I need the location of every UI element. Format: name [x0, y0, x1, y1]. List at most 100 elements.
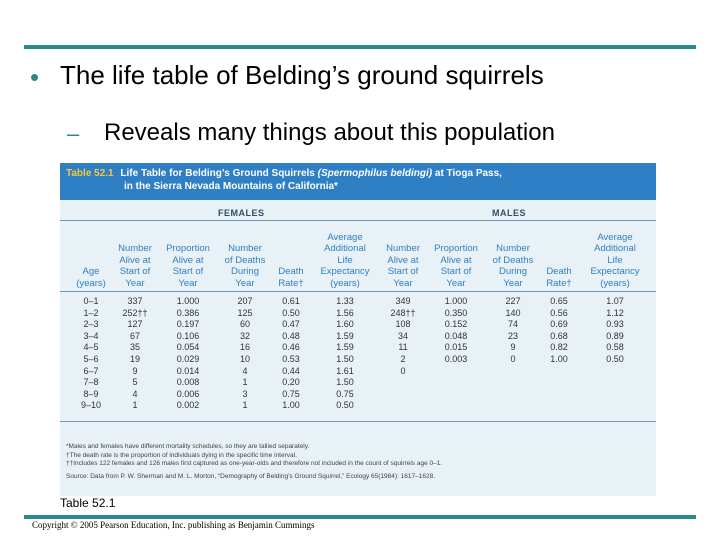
- table-cell: 0.69: [550, 319, 568, 330]
- column-header-line: Age: [82, 266, 100, 277]
- column-header-line: Expectancy: [590, 266, 640, 277]
- table-cell: 0.350: [444, 307, 468, 318]
- bottom-rule: [24, 515, 696, 519]
- copyright-notice: Copyright © 2005 Pearson Education, Inc.…: [32, 520, 315, 530]
- table-cell: 34: [397, 330, 408, 341]
- column-header-line: Number: [386, 243, 420, 254]
- column-header-line: Proportion: [434, 243, 478, 254]
- column-header-rate-males: Death Rate†: [540, 266, 578, 289]
- table-cell: 0.93: [606, 319, 624, 330]
- table-row: 2–3 127 0.197 60 0.47 1.60 108 0.152 74 0.69 0.93: [60, 319, 656, 330]
- table-row: 1–2 252†† 0.386 125 0.50 1.56 248†† 0.350 140 0.5…: [60, 308, 656, 319]
- table-cell: 1.61: [336, 365, 354, 376]
- column-header-line: Start of: [440, 266, 472, 277]
- column-header-line: During: [499, 266, 527, 277]
- table-cell: 0.029: [176, 354, 200, 364]
- table-cell: 0.197: [176, 319, 200, 330]
- table-cell: 140: [505, 307, 521, 318]
- footnote: ††Includes 122 females and 126 males fir…: [66, 460, 443, 467]
- column-header-line: Start of: [172, 266, 204, 277]
- table-cell: 4–5: [83, 342, 99, 353]
- body-divider: [60, 421, 656, 422]
- table-cell: 8–9: [83, 388, 99, 399]
- table-cell: 3: [242, 388, 248, 399]
- column-header-line: During: [231, 266, 259, 277]
- table-cell: 9: [132, 365, 138, 376]
- males-label: MALES: [492, 208, 526, 218]
- table-cell: 1.59: [336, 342, 354, 353]
- table-row: 3–4 67 0.106 32 0.48 1.59 34 0.048 23 0.68 0.89: [60, 331, 656, 342]
- table-cell: 108: [395, 319, 411, 330]
- table-cell: 5: [132, 377, 138, 388]
- table-cell: 207: [237, 296, 253, 306]
- table-title-2: at Tioga Pass,: [434, 168, 502, 179]
- table-cell: 1.50: [336, 377, 354, 388]
- life-table-figure: Table 52.1 Life Table for Belding’s Grou…: [60, 163, 656, 496]
- column-header-line: Expectancy: [320, 266, 370, 277]
- column-header-line: Year: [178, 277, 198, 289]
- table-cell: 0.015: [444, 342, 468, 353]
- column-header-line: Year: [446, 277, 466, 289]
- column-header-line: Year: [125, 277, 145, 289]
- table-cell: 0.006: [176, 388, 200, 399]
- table-cell: 5–6: [83, 354, 99, 364]
- column-header-alive-females: Number Alive at Start of Year: [112, 243, 158, 289]
- table-cell: 0.048: [444, 330, 468, 341]
- table-cell: 11: [398, 342, 408, 353]
- column-header-line: Year: [393, 277, 413, 289]
- table-title-3: in the Sierra Nevada Mountains of Califo…: [124, 181, 338, 192]
- column-header-line: Alive at: [172, 254, 204, 266]
- table-cell: 1.33: [336, 296, 354, 306]
- table-cell: 127: [127, 319, 143, 330]
- table-cell: 1.00: [550, 354, 568, 364]
- column-header-expectancy-females: Average Additional Life Expectancy (years): [316, 232, 374, 290]
- footnote: *Males and females have different mortal…: [66, 443, 310, 450]
- table-cell: 0.50: [606, 354, 624, 364]
- column-header-line: Rate†: [546, 277, 572, 289]
- table-cell: 7–8: [83, 377, 99, 388]
- table-cell: 0.50: [336, 400, 354, 411]
- table-row: 7–8 5 0.008 1 0.20 1.50: [60, 377, 656, 388]
- table-cell: 0.008: [176, 377, 200, 388]
- table-cell: 1.56: [336, 307, 354, 318]
- table-cell: 0.58: [606, 342, 624, 353]
- section-divider: [60, 220, 656, 221]
- table-cell: 1.60: [336, 319, 354, 330]
- slide-title: The life table of Belding’s ground squir…: [60, 60, 544, 90]
- table-cell: 1: [242, 377, 248, 388]
- table-cell: 0.65: [550, 296, 568, 306]
- column-header-line: Proportion: [166, 243, 210, 254]
- table-cell: 0.75: [282, 388, 300, 399]
- table-cell: 2: [400, 354, 406, 364]
- table-cell: 0.53: [282, 354, 300, 364]
- table-cell: 0.82: [550, 342, 568, 353]
- table-cell: 0.75: [336, 388, 354, 399]
- column-header-line: Rate†: [278, 277, 304, 289]
- table-cell: 35: [129, 342, 140, 353]
- table-cell: 19: [129, 354, 140, 364]
- table-cell: 0.68: [550, 330, 568, 341]
- table-row: 4–5 35 0.054 16 0.46 1.59 11 0.015 9 0.82 0.58: [60, 342, 656, 353]
- table-cell: 0.48: [282, 330, 300, 341]
- column-header-line: Year: [503, 277, 523, 289]
- header-divider: [60, 291, 656, 292]
- column-header-line: Start of: [387, 266, 419, 277]
- table-cell: 9–10: [80, 400, 102, 411]
- table-cell: 349: [395, 296, 411, 306]
- table-cell: 1.50: [336, 354, 354, 364]
- column-header-line: Average: [327, 231, 363, 243]
- table-cell: 0: [400, 365, 406, 376]
- column-header-line: Death: [546, 266, 572, 277]
- table-cell: 0.46: [282, 342, 300, 353]
- column-header-line: Year: [235, 277, 255, 289]
- column-header-deaths-males: Number of Deaths During Year: [488, 243, 538, 289]
- column-header-line: Average: [597, 231, 633, 243]
- table-footnotes: *Males and females have different mortal…: [66, 443, 646, 481]
- table-cell: 0.89: [606, 330, 624, 341]
- column-header-line: Alive at: [440, 254, 472, 266]
- table-cell: 1.000: [444, 296, 468, 306]
- table-title-sci: (Spermophilus beldingi): [317, 168, 433, 179]
- table-cell: 60: [239, 319, 250, 330]
- column-header-expectancy-males: Average Additional Life Expectancy (years): [584, 232, 646, 290]
- table-cell: 337: [127, 296, 143, 306]
